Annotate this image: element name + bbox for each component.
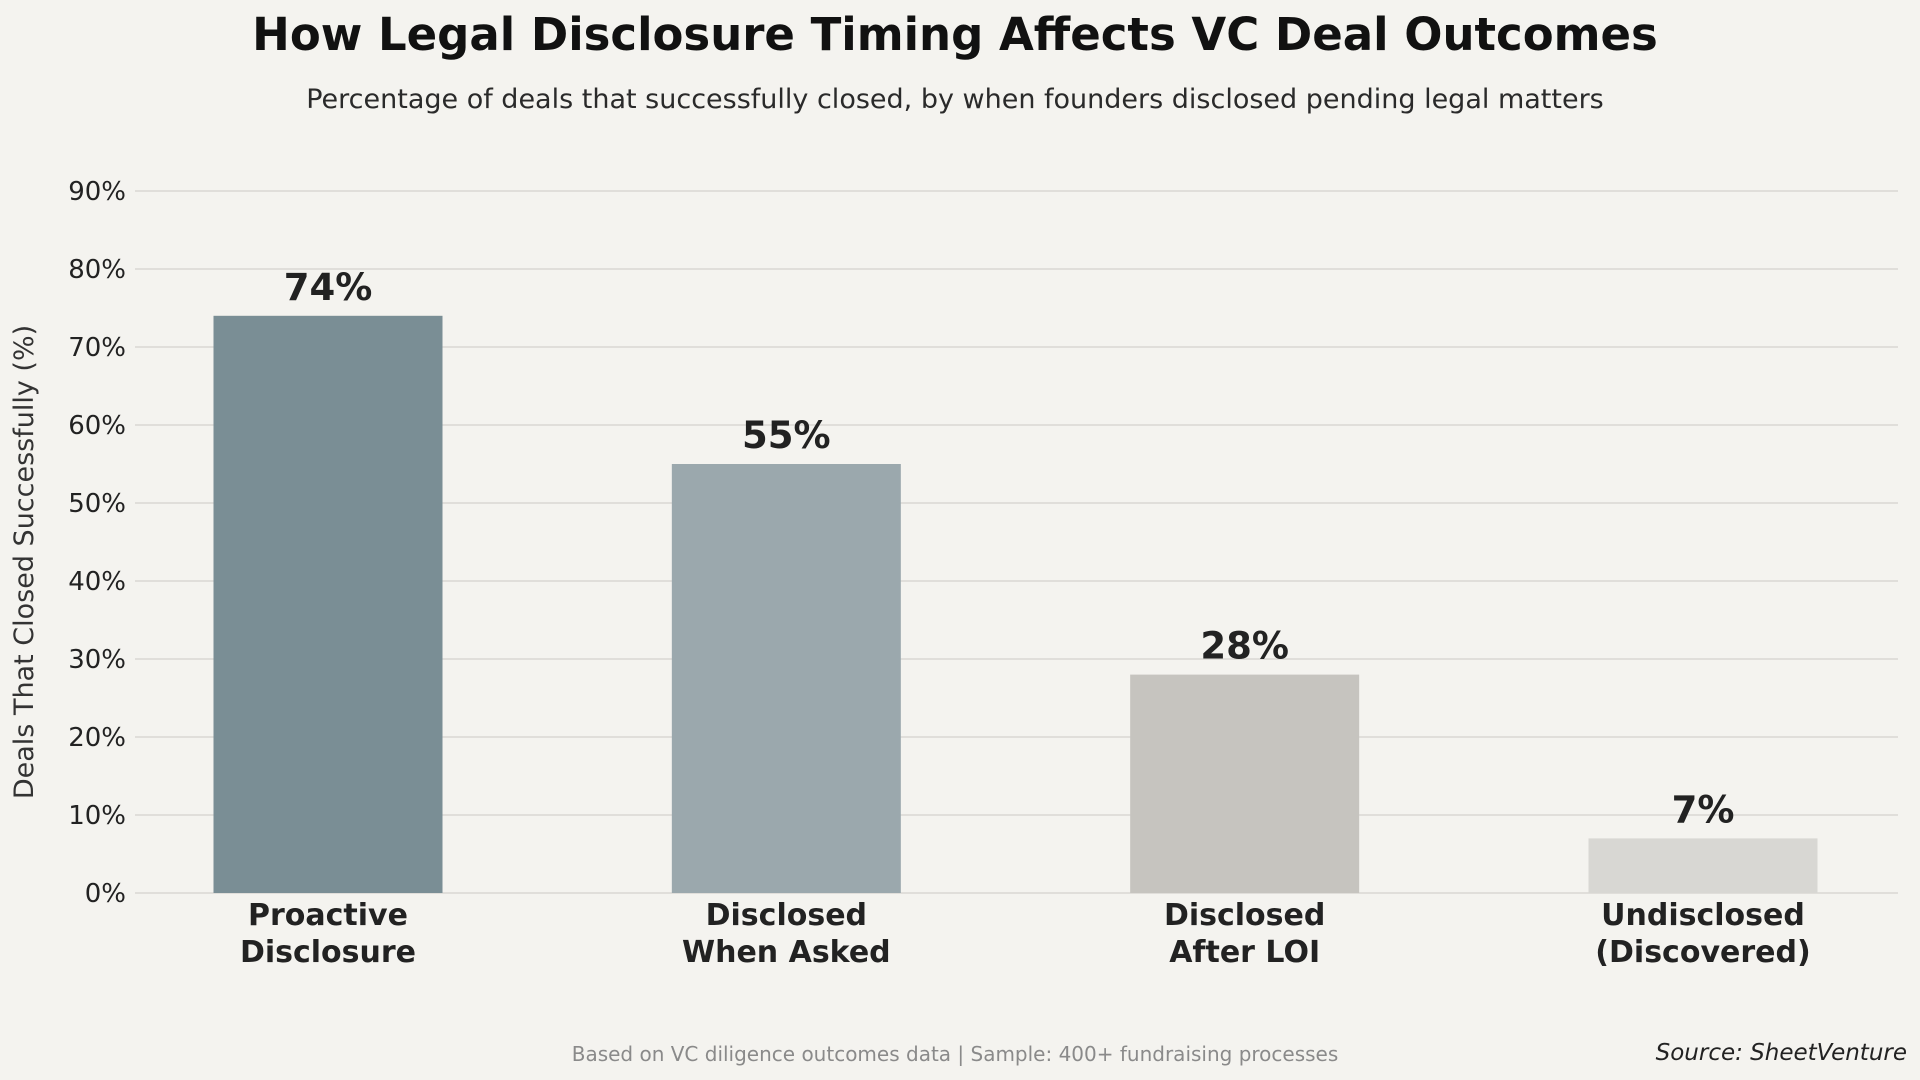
chart-title: How Legal Disclosure Timing Affects VC D…: [252, 8, 1658, 61]
y-tick-label: 50%: [68, 489, 126, 519]
bar-value-label: 74%: [284, 266, 373, 309]
y-tick-label: 90%: [68, 177, 126, 207]
x-tick-label: After LOI: [1169, 935, 1320, 970]
chart-source: Source: SheetVenture: [1655, 1040, 1907, 1066]
bar: [671, 464, 901, 893]
y-tick-label: 70%: [68, 333, 126, 363]
bar-value-label: 7%: [1672, 788, 1735, 831]
x-tick-label: Disclosed: [1164, 898, 1325, 933]
y-axis-label: Deals That Closed Successfully (%): [9, 325, 40, 799]
y-tick-label: 80%: [68, 255, 126, 285]
bar-value-label: 55%: [742, 414, 831, 457]
bar: [213, 315, 443, 893]
y-tick-label: 60%: [68, 411, 126, 441]
y-tick-label: 10%: [68, 801, 126, 831]
x-tick-label: Proactive: [248, 898, 408, 933]
x-tick-label: Disclosed: [706, 898, 867, 933]
bar: [1588, 838, 1818, 893]
bar-value-label: 28%: [1200, 625, 1289, 668]
x-tick-label: Disclosure: [240, 935, 416, 970]
y-tick-label: 0%: [85, 879, 126, 909]
y-tick-label: 30%: [68, 645, 126, 675]
x-tick-label: Undisclosed: [1601, 898, 1805, 933]
x-tick-label: When Asked: [682, 935, 891, 970]
bar: [1130, 674, 1360, 893]
chart-subtitle: Percentage of deals that successfully cl…: [306, 84, 1604, 115]
y-tick-label: 40%: [68, 567, 126, 597]
x-tick-label: (Discovered): [1595, 935, 1810, 970]
chart-footnote: Based on VC diligence outcomes data | Sa…: [571, 1042, 1339, 1066]
y-tick-label: 20%: [68, 723, 126, 753]
